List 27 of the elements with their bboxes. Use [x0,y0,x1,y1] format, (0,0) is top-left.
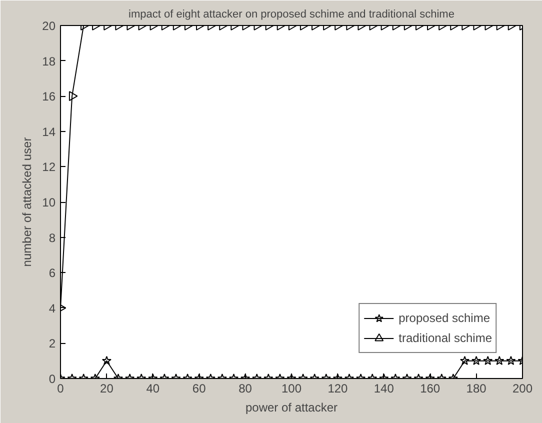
x-tick-label: 20 [100,382,114,396]
y-tick-label: 2 [48,336,56,351]
x-tick-label: 80 [238,382,252,396]
y-tick-label: 0 [48,372,56,386]
x-tick-label: 40 [146,382,160,396]
x-tick-label: 60 [192,382,206,396]
y-tick-label: 4 [48,301,56,316]
x-tick-label: 0 [57,382,64,396]
y-tick-label: 16 [42,90,56,104]
x-axis-title: power of attacker [245,400,338,414]
y-tick-label: 12 [42,160,56,174]
x-tick-label: 200 [512,382,533,396]
x-tick-label: 140 [374,382,394,396]
legend-label: traditional schime [398,331,492,345]
chart-title: impact of eight attacker on proposed schime and traditional schime [128,8,454,20]
x-tick-label: 120 [328,382,348,396]
y-tick-label: 10 [42,196,56,210]
y-axis-title: number of attacked user [20,137,34,267]
y-tick-label: 14 [42,124,56,139]
legend-label: proposed schime [398,311,490,325]
y-tick-label: 8 [48,230,56,245]
y-tick-label: 18 [42,54,56,68]
x-tick-label: 100 [281,382,302,396]
x-tick-label: 180 [466,382,487,396]
x-tick-label: 160 [420,382,440,396]
y-tick-label: 6 [48,266,56,280]
y-tick-label: 20 [42,19,56,33]
